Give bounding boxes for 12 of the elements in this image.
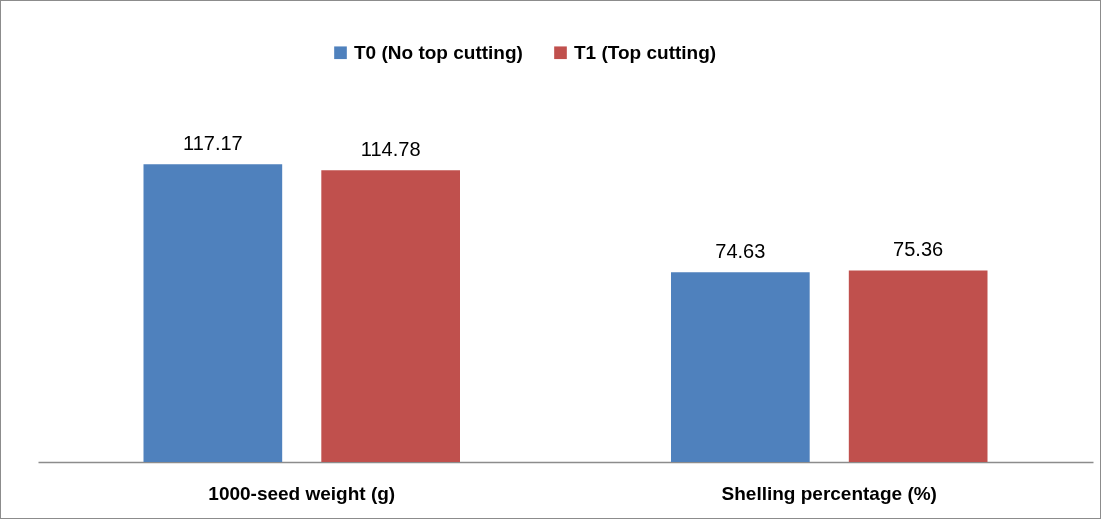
bar xyxy=(143,164,283,462)
legend-label: T1 (Top cutting) xyxy=(574,41,717,63)
bar xyxy=(848,270,988,462)
x-tick-label: Shelling percentage (%) xyxy=(721,482,937,504)
data-label: 74.63 xyxy=(715,240,766,263)
legend-label: T0 (No top cutting) xyxy=(354,41,523,63)
bar xyxy=(321,170,460,462)
data-label: 117.17 xyxy=(183,132,243,155)
data-label: 75.36 xyxy=(893,238,944,261)
x-tick-label: 1000-seed weight (g) xyxy=(208,482,396,504)
bar xyxy=(671,272,810,462)
data-label: 114.78 xyxy=(360,138,421,161)
